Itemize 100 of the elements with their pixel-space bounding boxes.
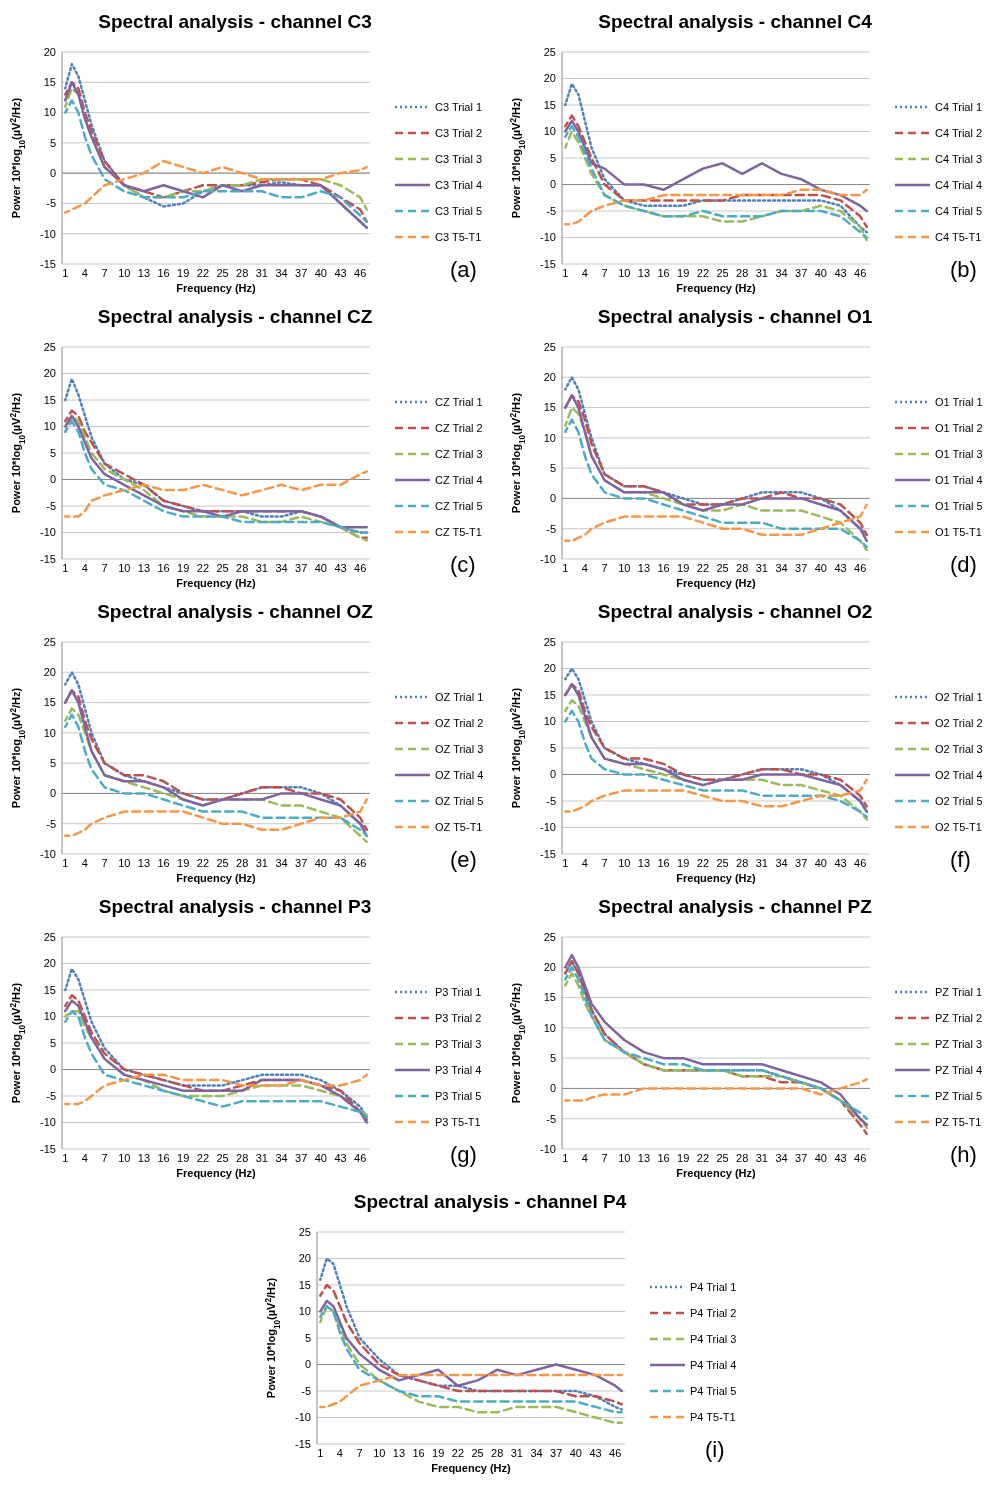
x-tick-label: 28 [736, 562, 749, 574]
y-tick-label: -5 [46, 197, 56, 210]
y-tick-label: -10 [540, 821, 556, 834]
x-tick-label: 22 [696, 267, 710, 279]
line-series [564, 188, 868, 226]
y-tick-label: 10 [43, 726, 56, 739]
x-tick-label: 31 [755, 857, 768, 869]
x-tick-label: 22 [696, 857, 710, 869]
x-tick-label: 13 [137, 267, 151, 279]
x-tick-label: 1 [562, 562, 569, 574]
x-tick-label: 37 [795, 857, 808, 869]
y-tick-label: -5 [546, 522, 556, 535]
legend-label: C4 Trial 2 [935, 126, 983, 139]
legend-label: OZ Trial 1 [435, 690, 484, 703]
chart-title: Spectral analysis - channel C4 [598, 11, 873, 32]
x-tick-label: 22 [196, 1152, 210, 1164]
x-axis-title: Frequency (Hz) [176, 872, 257, 884]
legend-label: C4 Trial 1 [935, 100, 983, 113]
x-tick-label: 1 [62, 1152, 69, 1164]
x-tick-label: 25 [216, 267, 229, 279]
x-axis-title: Frequency (Hz) [676, 872, 757, 884]
x-tick-label: 4 [581, 562, 588, 574]
x-tick-label: 19 [177, 857, 190, 869]
text: (d) [950, 552, 977, 577]
x-tick-label: 10 [118, 857, 131, 869]
text: (g) [450, 1142, 477, 1167]
x-axis-title: Frequency (Hz) [176, 577, 257, 589]
y-tick-label: -15 [40, 552, 56, 565]
y-tick-label: 5 [49, 756, 56, 769]
y-tick-label: 20 [543, 72, 556, 85]
line-series [64, 470, 368, 518]
line-series [564, 778, 868, 813]
legend-label: O2 Trial 5 [935, 794, 983, 807]
y-tick-label: 0 [49, 473, 56, 486]
chart-title: Spectral analysis - channel O1 [597, 306, 873, 327]
y-tick-label: 15 [43, 393, 56, 406]
x-tick-label: 4 [581, 267, 588, 279]
x-tick-label: 4 [81, 267, 88, 279]
x-tick-label: 4 [581, 857, 588, 869]
legend-label: CZ Trial 3 [435, 447, 483, 460]
legend-label: P3 Trial 1 [435, 985, 482, 998]
x-tick-label: 7 [601, 562, 608, 574]
legend-label: P3 Trial 3 [435, 1037, 482, 1050]
x-tick-label: 28 [491, 1447, 504, 1459]
y-tick-label: 10 [298, 1305, 311, 1318]
y-tick-label: 10 [43, 420, 56, 433]
y-tick-label: 0 [49, 787, 56, 800]
y-tick-label: 25 [543, 45, 556, 58]
y-tick-label: -10 [40, 1116, 56, 1129]
x-tick-label: 37 [550, 1447, 563, 1459]
y-tick-label: 20 [543, 961, 556, 974]
x-tick-label: 7 [101, 857, 108, 869]
x-tick-label: 43 [834, 562, 847, 574]
x-tick-label: 28 [236, 857, 249, 869]
x-tick-label: 16 [157, 267, 170, 279]
x-tick-label: 46 [854, 562, 867, 574]
legend-label: P4 Trial 4 [690, 1358, 737, 1371]
x-tick-label: 19 [677, 857, 690, 869]
y-tick-label: 20 [43, 957, 56, 970]
x-tick-label: 46 [354, 857, 367, 869]
x-tick-label: 25 [216, 857, 229, 869]
legend-label: OZ Trial 2 [435, 716, 484, 729]
x-tick-label: 40 [814, 1152, 827, 1164]
x-tick-label: 43 [334, 857, 347, 869]
x-tick-label: 25 [216, 562, 229, 574]
x-tick-label: 40 [314, 562, 327, 574]
y-tick-label: 0 [549, 1082, 556, 1095]
x-tick-label: 16 [657, 857, 670, 869]
x-tick-label: 37 [295, 562, 308, 574]
chart-title: Spectral analysis - channel C3 [98, 11, 372, 32]
x-axis-title: Frequency (Hz) [676, 1167, 757, 1179]
y-tick-label: -15 [540, 847, 556, 860]
x-tick-label: 25 [716, 1152, 729, 1164]
x-tick-label: 13 [637, 562, 651, 574]
x-tick-label: 13 [392, 1447, 406, 1459]
x-tick-label: 16 [657, 562, 670, 574]
x-tick-label: 34 [530, 1447, 543, 1459]
y-tick-label: 0 [549, 492, 556, 505]
x-tick-label: 19 [677, 1152, 690, 1164]
x-tick-label: 37 [795, 562, 808, 574]
legend-label: C4 Trial 5 [935, 204, 983, 217]
x-tick-label: 4 [81, 1152, 88, 1164]
x-tick-label: 22 [696, 1152, 710, 1164]
x-tick-label: 4 [336, 1447, 343, 1459]
x-tick-label: 31 [755, 1152, 768, 1164]
y-tick-label: 15 [298, 1278, 311, 1291]
y-tick-label: 25 [43, 340, 56, 353]
x-tick-label: 25 [716, 857, 729, 869]
x-tick-label: 25 [216, 1152, 229, 1164]
x-tick-label: 16 [157, 857, 170, 869]
line-series [319, 1283, 623, 1406]
y-tick-label: -10 [540, 552, 556, 565]
x-tick-label: 22 [196, 562, 210, 574]
y-tick-label: 25 [543, 340, 556, 353]
x-tick-label: 4 [81, 857, 88, 869]
x-tick-label: 7 [101, 1152, 108, 1164]
y-tick-label: 20 [43, 666, 56, 679]
y-tick-label: 5 [49, 1036, 56, 1049]
x-tick-label: 7 [601, 1152, 608, 1164]
x-tick-label: 13 [137, 857, 151, 869]
